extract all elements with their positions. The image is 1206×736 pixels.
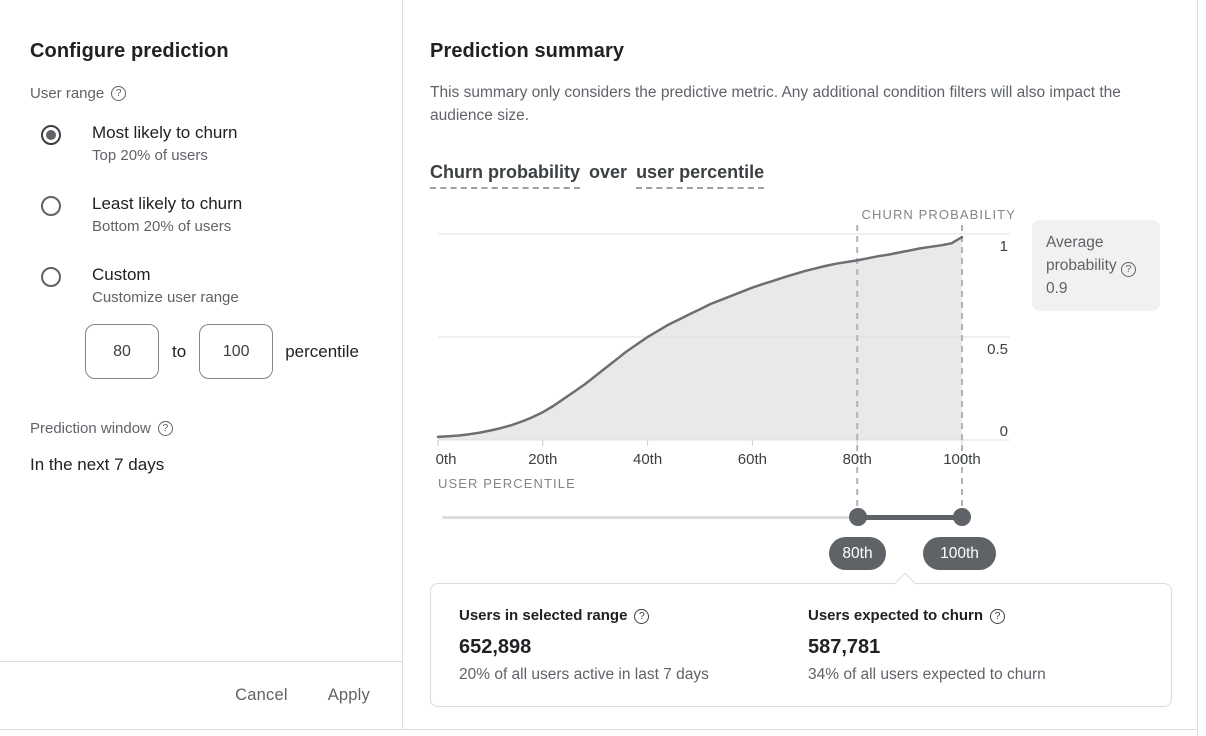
apply-button[interactable]: Apply [327, 686, 370, 704]
probability-curve [436, 235, 964, 439]
churn-probability-chart: 1 0.5 0 0th 20th 40th 60th 80th 100th [436, 225, 1010, 513]
range-to-word: to [172, 341, 187, 361]
x-tick-label: 80th [843, 451, 872, 468]
average-box-line2: probability [1046, 257, 1117, 274]
radio-option-description: Bottom 20% of users [92, 218, 232, 235]
x-tick-label: 40th [633, 451, 662, 468]
configure-prediction-panel: Configure prediction User range Most lik… [0, 0, 402, 729]
y-tick-label: 0.5 [987, 341, 1008, 358]
dialog-footer: Cancel Apply [0, 661, 402, 729]
stat-label: Users in selected range [459, 607, 628, 624]
user-range-label-row: User range [30, 85, 127, 102]
x-axis-caption: USER PERCENTILE [438, 476, 576, 491]
chart-title-metric[interactable]: Churn probability [430, 162, 580, 189]
custom-range-row: to percentile [85, 324, 359, 379]
x-tick-label: 0th [436, 451, 457, 468]
stat-value: 652,898 [459, 636, 532, 658]
y-tick-label: 0 [1000, 423, 1008, 440]
panel-divider [402, 0, 403, 729]
percentile-to-input[interactable] [199, 324, 274, 379]
range-unit-label: percentile [285, 341, 359, 361]
radio-option-description: Top 20% of users [92, 147, 208, 164]
radio-option-least-likely[interactable]: Least likely to churn Bottom 20% of user… [30, 192, 380, 238]
stat-description: 34% of all users expected to churn [808, 666, 1046, 683]
x-tick-label: 20th [528, 451, 557, 468]
configure-panel-title: Configure prediction [30, 40, 229, 62]
slider-low-value-pill: 80th [829, 537, 886, 570]
user-range-label: User range [30, 85, 105, 102]
chart-title-dimension[interactable]: user percentile [636, 162, 765, 189]
stat-description: 20% of all users active in last 7 days [459, 666, 709, 683]
summary-description: This summary only considers the predicti… [430, 84, 1121, 124]
slider-handle-low[interactable] [849, 508, 867, 526]
help-icon[interactable] [990, 608, 1006, 624]
prediction-window-label-row: Prediction window [30, 420, 173, 437]
slider-handle-high[interactable] [953, 508, 971, 526]
prediction-window-label: Prediction window [30, 420, 151, 437]
radio-option-description: Customize user range [92, 289, 239, 306]
radio-button[interactable] [41, 196, 61, 216]
percentile-from-input[interactable] [85, 324, 159, 379]
cancel-button[interactable]: Cancel [235, 686, 288, 704]
user-range-radio-group: Most likely to churn Top 20% of users Le… [30, 121, 380, 334]
area-fill [438, 237, 962, 440]
x-tick-label: 60th [738, 451, 767, 468]
summary-stats-card: Users in selected range 652,898 20% of a… [430, 583, 1172, 707]
prediction-summary-panel: Prediction summary This summary only con… [403, 0, 1197, 730]
x-tick-label: 100th [943, 451, 981, 468]
radio-option-label: Custom [92, 265, 151, 284]
radio-option-label: Most likely to churn [92, 123, 238, 142]
help-icon[interactable] [111, 86, 127, 101]
chart-title: Churn probability over user percentile [430, 162, 765, 189]
stat-label: Users expected to churn [808, 607, 984, 624]
help-icon[interactable] [157, 421, 173, 436]
slider-high-value-pill: 100th [923, 537, 996, 570]
chart-title-connector: over [589, 162, 628, 182]
dialog-right-border [1197, 0, 1198, 736]
dialog-bottom-border [0, 729, 1198, 730]
y-axis-caption: CHURN PROBABILITY [861, 207, 1016, 222]
average-box-line1: Average [1046, 234, 1104, 251]
average-probability-box: Average probability 0.9 [1032, 220, 1160, 311]
stat-value: 587,781 [808, 636, 881, 658]
radio-option-most-likely[interactable]: Most likely to churn Top 20% of users [30, 121, 380, 167]
radio-button[interactable] [41, 267, 61, 287]
radio-option-custom[interactable]: Custom Customize user range [30, 263, 380, 309]
users-in-range-stat: Users in selected range 652,898 20% of a… [459, 606, 709, 685]
users-expected-churn-stat: Users expected to churn 587,781 34% of a… [808, 606, 1046, 685]
y-tick-label: 1 [1000, 238, 1008, 255]
prediction-window-value: In the next 7 days [30, 455, 165, 474]
radio-option-label: Least likely to churn [92, 194, 243, 213]
radio-button[interactable] [41, 125, 61, 145]
average-probability-value: 0.9 [1046, 280, 1068, 297]
summary-title: Prediction summary [430, 40, 625, 62]
percentile-slider-track[interactable] [442, 516, 963, 519]
percentile-slider-selected-range[interactable] [858, 515, 962, 520]
help-icon[interactable] [634, 608, 650, 624]
help-icon[interactable] [1120, 261, 1136, 277]
